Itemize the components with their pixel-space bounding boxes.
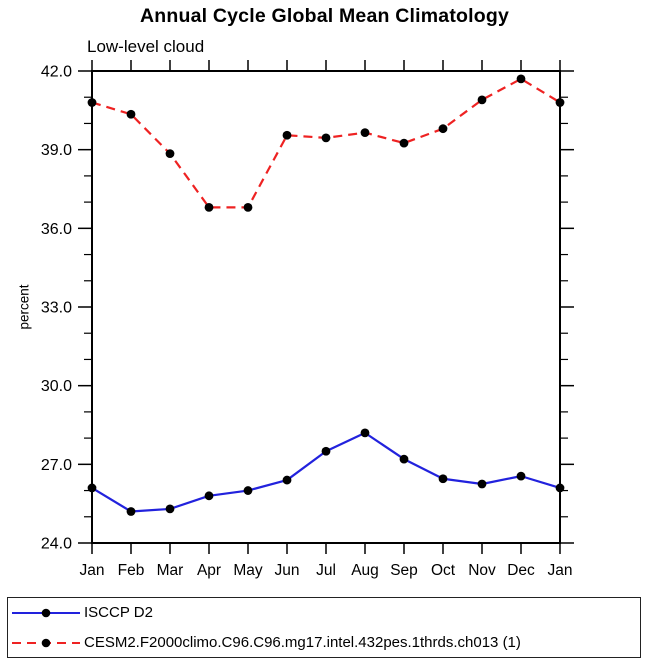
svg-text:Sep: Sep xyxy=(390,562,418,579)
legend-label-cesm2: CESM2.F2000climo.C96.C96.mg17.intel.432p… xyxy=(84,634,521,651)
chart-subtitle: Low-level cloud xyxy=(87,37,205,56)
svg-text:27.0: 27.0 xyxy=(41,457,72,474)
svg-text:39.0: 39.0 xyxy=(41,142,72,159)
legend-dashed-line-sample xyxy=(12,638,80,647)
svg-text:42.0: 42.0 xyxy=(41,64,72,81)
legend: ISCCP D2 CESM2.F2000climo.C96.C96.mg17.i… xyxy=(7,597,641,658)
plot-area: Jan Feb Mar Apr May Jun Jul Aug Sep Oct Nov Dec Jan 2… xyxy=(41,60,574,579)
legend-item-isccp: ISCCP D2 xyxy=(10,600,640,626)
svg-text:Jan: Jan xyxy=(80,562,105,579)
svg-text:36.0: 36.0 xyxy=(41,221,72,238)
svg-text:Feb: Feb xyxy=(118,562,145,579)
svg-text:30.0: 30.0 xyxy=(41,378,72,395)
chart-title: Annual Cycle Global Mean Climatology xyxy=(139,5,510,27)
legend-item-cesm2: CESM2.F2000climo.C96.C96.mg17.intel.432p… xyxy=(10,630,640,656)
svg-text:Nov: Nov xyxy=(468,562,496,579)
svg-text:May: May xyxy=(233,562,263,579)
svg-text:Dec: Dec xyxy=(507,562,535,579)
legend-label-isccp: ISCCP D2 xyxy=(84,604,153,621)
svg-text:Jan: Jan xyxy=(548,562,573,579)
svg-text:Oct: Oct xyxy=(431,562,456,579)
svg-text:Jul: Jul xyxy=(316,562,336,579)
svg-text:33.0: 33.0 xyxy=(41,300,72,317)
svg-text:Aug: Aug xyxy=(351,562,379,579)
svg-text:24.0: 24.0 xyxy=(41,536,72,553)
svg-text:Apr: Apr xyxy=(197,562,221,579)
legend-solid-line-sample xyxy=(12,608,80,617)
svg-text:Mar: Mar xyxy=(157,562,184,579)
svg-text:Jun: Jun xyxy=(275,562,300,579)
